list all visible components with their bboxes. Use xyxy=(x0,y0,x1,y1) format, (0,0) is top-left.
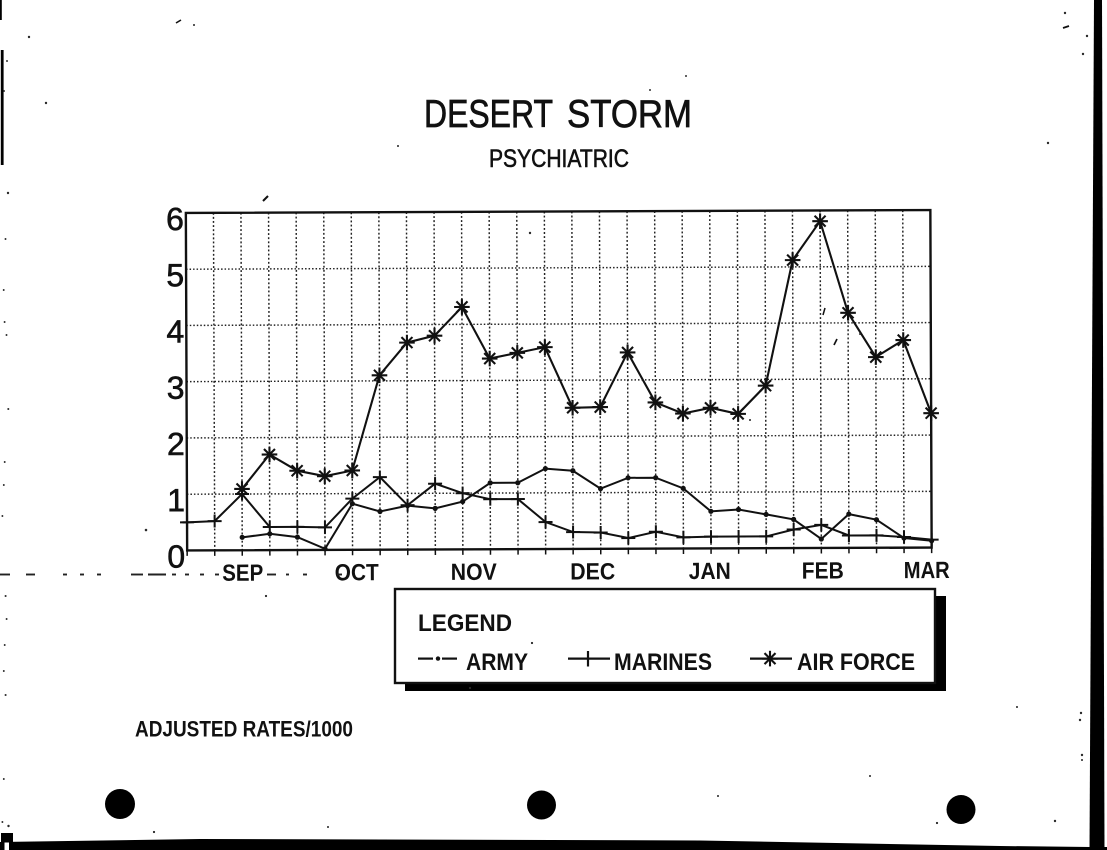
svg-text:4: 4 xyxy=(166,313,184,349)
svg-text:MAR: MAR xyxy=(904,557,950,583)
svg-text:DESERT: DESERT xyxy=(424,93,553,136)
svg-text:5: 5 xyxy=(166,257,184,293)
svg-text:OCT: OCT xyxy=(335,559,380,585)
svg-text:MARINES: MARINES xyxy=(614,649,712,676)
svg-text:SEP: SEP xyxy=(222,560,263,586)
svg-text:0: 0 xyxy=(167,538,185,574)
svg-text:NOV: NOV xyxy=(451,559,497,585)
svg-text:PSYCHIATRIC: PSYCHIATRIC xyxy=(489,145,629,173)
svg-text:ARMY: ARMY xyxy=(466,649,528,676)
svg-text:2: 2 xyxy=(167,426,185,462)
svg-text:LEGEND: LEGEND xyxy=(418,610,512,637)
svg-text:AIR FORCE: AIR FORCE xyxy=(797,649,915,676)
svg-text:6: 6 xyxy=(166,201,184,237)
svg-text:DEC: DEC xyxy=(570,558,615,584)
svg-text:STORM: STORM xyxy=(567,93,692,136)
svg-text:1: 1 xyxy=(167,482,185,518)
svg-text:JAN: JAN xyxy=(689,558,731,584)
svg-text:FEB: FEB xyxy=(802,557,844,583)
svg-text:3: 3 xyxy=(167,370,185,406)
svg-text:ADJUSTED RATES/1000: ADJUSTED RATES/1000 xyxy=(135,717,353,742)
